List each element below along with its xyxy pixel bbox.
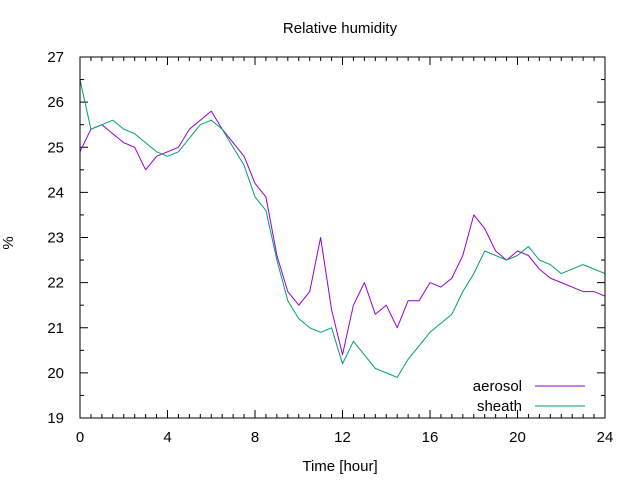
y-tick-label: 20 xyxy=(47,365,64,382)
x-tick-label: 0 xyxy=(76,429,84,446)
series-line-sheath xyxy=(79,79,606,378)
legend-label-aerosol: aerosol xyxy=(473,378,522,395)
axis-ticks: 0 4 8 12 16 20 24 19 20 21 22 23 24 25 26 27 xyxy=(47,49,613,446)
x-tick-label: 16 xyxy=(422,429,439,446)
x-axis-label: Time [hour] xyxy=(302,458,377,475)
y-tick-label: 27 xyxy=(47,49,64,66)
y-tick-label: 22 xyxy=(47,275,64,292)
x-tick-label: 24 xyxy=(597,429,614,446)
x-tick-label: 8 xyxy=(251,429,259,446)
series-line-aerosol xyxy=(79,110,606,356)
y-tick-label: 21 xyxy=(47,320,64,337)
y-tick-label: 19 xyxy=(47,410,64,427)
y-tick-label: 23 xyxy=(47,230,64,247)
legend-label-sheath: sheath xyxy=(477,398,522,415)
y-axis-label: % xyxy=(0,236,17,249)
x-tick-label: 20 xyxy=(509,429,526,446)
chart-title: Relative humidity xyxy=(283,20,398,37)
x-tick-label: 12 xyxy=(334,429,351,446)
x-tick-label: 4 xyxy=(163,429,171,446)
series-layer xyxy=(79,79,606,378)
plot-frame xyxy=(79,56,606,419)
y-tick-label: 25 xyxy=(47,139,64,156)
y-tick-label: 24 xyxy=(47,184,64,201)
legend: aerosol sheath xyxy=(473,378,585,415)
y-tick-label: 26 xyxy=(47,94,64,111)
